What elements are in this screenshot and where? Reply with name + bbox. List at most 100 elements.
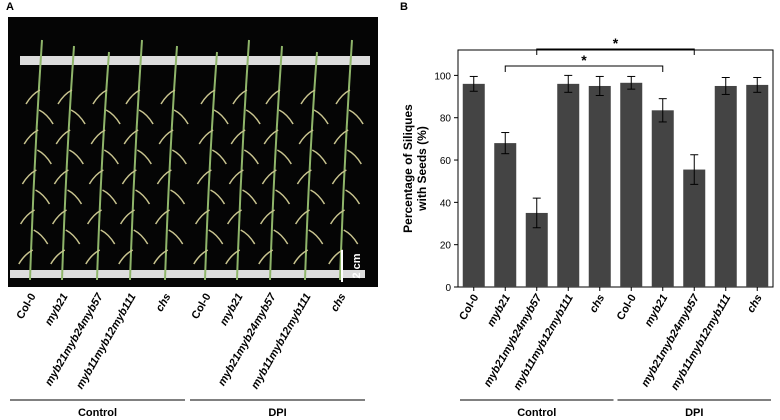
silique [136,149,152,165]
silique [38,109,54,125]
bar [557,83,580,287]
bar [494,143,517,287]
y-tick-label: 60 [440,156,452,167]
bar [462,83,485,287]
stem [236,39,250,281]
x-tick-label: chs [587,293,607,315]
silique [50,249,66,265]
sample-label: myb21 [218,292,246,328]
silique [21,169,37,185]
silique [276,149,292,165]
silique [194,209,210,225]
significance-bracket [536,48,695,55]
significance-label: * [581,52,587,68]
y-tick-label: 80 [440,114,452,125]
tape [10,270,365,278]
silique [308,229,324,245]
plot-frame [457,49,774,288]
bar [714,85,737,288]
group-label: DPI [685,407,703,419]
silique [158,129,174,145]
significance-bracket [504,65,664,72]
y-tick-label: 40 [440,198,452,209]
silique [35,189,51,205]
sample-label: Col-0 [14,292,38,322]
silique [198,129,214,145]
silique [275,189,291,205]
bar [525,212,548,287]
silique [261,169,277,185]
silique [346,149,362,165]
panel-label: B [400,1,408,13]
silique [273,229,289,245]
silique [213,109,229,125]
silique [86,209,102,225]
silique [208,229,224,245]
silique [53,169,69,185]
x-tick-label: myb11myb12myb111 [669,293,734,393]
silique [293,249,309,265]
silique [343,229,359,245]
silique [92,89,108,105]
silique [103,149,119,165]
silique [278,109,294,125]
bar [651,110,674,287]
silique [100,229,116,245]
silique [51,209,67,225]
silique [171,149,187,165]
scale-label: 2 cm [351,253,363,278]
group-label: Control [78,407,117,419]
silique [263,129,279,145]
silique [226,209,242,225]
silique [348,109,364,125]
silique [335,89,351,105]
silique [265,89,281,105]
x-tick-label: myb21myb24myb57 [639,292,702,389]
silique [123,129,139,145]
silique [300,89,316,105]
silique [243,149,259,165]
y-tick-label: 20 [440,241,452,252]
silique [65,229,81,245]
silique [156,169,172,185]
silique [345,189,361,205]
silique [168,229,184,245]
panel-label: A [6,1,14,13]
silique [232,89,248,105]
y-axis-label: with Seeds (%) [415,126,429,212]
x-tick-label: Col-0 [457,293,481,323]
silique [33,229,49,245]
silique [70,109,86,125]
silique [242,189,258,205]
silique [67,189,83,205]
silique [296,169,312,185]
silique [259,209,275,225]
x-tick-label: myb21 [485,293,513,329]
silique [55,129,71,145]
sample-label: Col-0 [189,292,213,322]
x-tick-label: myb21myb24myb57 [482,292,545,389]
bar [683,169,706,287]
sample-label: myb21 [43,292,71,328]
silique [310,189,326,205]
silique [25,89,41,105]
silique [125,89,141,105]
bar [588,85,611,288]
silique [102,189,118,205]
silique [298,129,314,145]
silique [135,189,151,205]
group-label: Control [517,407,556,419]
silique [200,89,216,105]
stem [29,39,43,281]
x-tick-label: chs [745,293,765,315]
silique [211,149,227,165]
silique [294,209,310,225]
x-tick-label: myb11myb12myb111 [511,293,576,393]
silique [68,149,84,165]
silique [228,169,244,185]
silique [85,249,101,265]
silique [225,249,241,265]
tape [20,56,370,65]
significance-label: * [613,35,619,51]
